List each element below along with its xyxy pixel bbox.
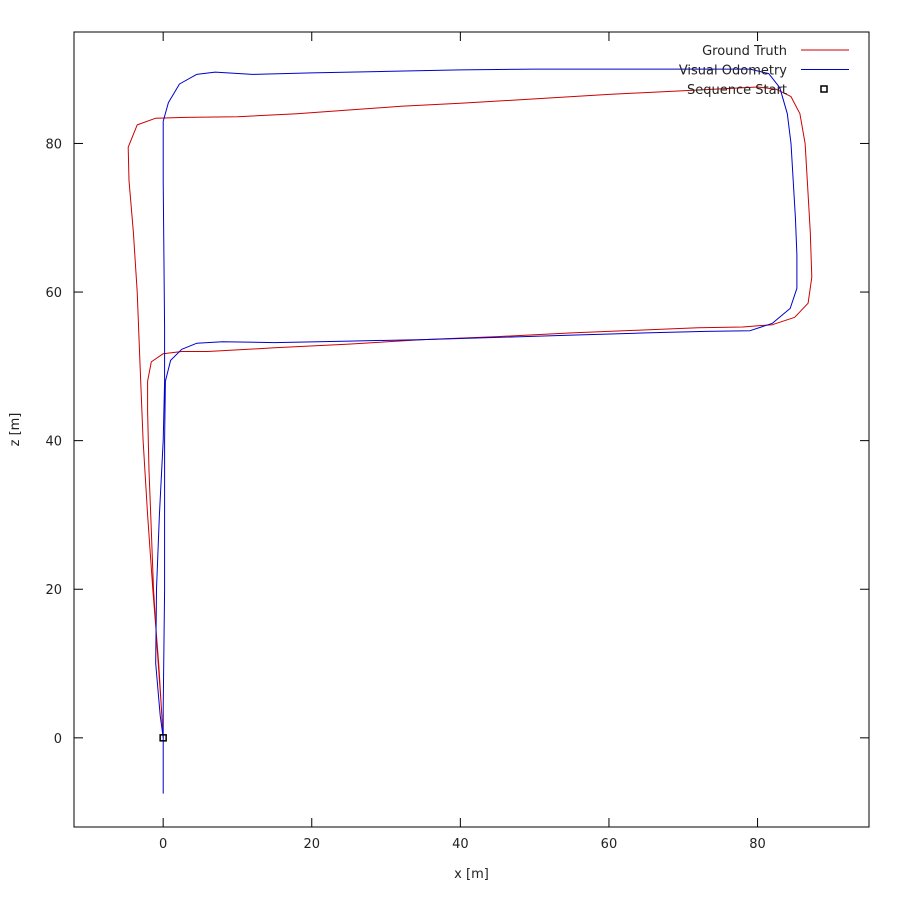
axis-ticks: 0 20 40 60 80 0 20 40 60 80 — [45, 32, 869, 852]
x-axis-label: x [m] — [454, 867, 489, 882]
x-tick-label: 80 — [749, 837, 766, 852]
y-tick-label: 20 — [45, 583, 62, 598]
x-tick-label: 20 — [303, 837, 320, 852]
sequence-start-marker — [159, 734, 167, 742]
plot-frame — [73, 31, 870, 828]
series-line-visual-odometry — [155, 68, 798, 794]
y-tick-label: 60 — [45, 286, 62, 301]
legend-swatch — [820, 85, 828, 93]
legend-label: Sequence Start — [687, 83, 787, 98]
x-tick-label: 0 — [159, 837, 167, 852]
y-tick-label: 80 — [45, 137, 62, 152]
y-tick-label: 0 — [54, 732, 62, 747]
y-tick-label: 40 — [45, 435, 62, 450]
y-axis-label: z [m] — [8, 413, 23, 447]
x-tick-label: 40 — [452, 837, 469, 852]
legend-label: Ground Truth — [702, 44, 787, 59]
legend: Ground Truth Visual Odometry Sequence Star… — [679, 44, 849, 98]
series-line-ground-truth — [127, 86, 813, 738]
legend-label: Visual Odometry — [679, 64, 787, 79]
x-tick-label: 60 — [601, 837, 618, 852]
series-layer — [127, 68, 813, 794]
